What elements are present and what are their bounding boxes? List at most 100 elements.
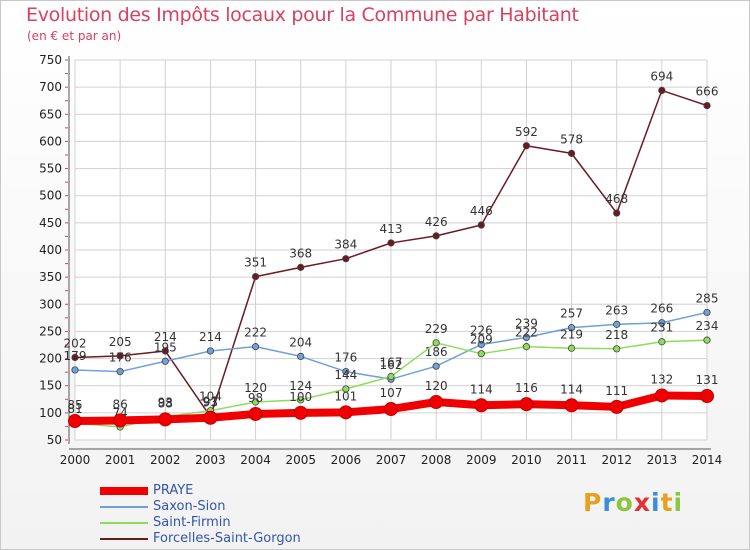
- data-label-praye: 91: [203, 395, 218, 409]
- data-point-praye: [429, 395, 444, 409]
- legend-swatch: [100, 522, 148, 524]
- x-tick-label: 2005: [285, 453, 316, 467]
- data-label-praye: 116: [515, 381, 538, 395]
- y-tick-label: 700: [39, 80, 62, 94]
- data-point-praye: [293, 405, 308, 420]
- data-label-praye: 86: [113, 397, 128, 411]
- data-label-saint-firmin: 81: [67, 402, 82, 416]
- data-label-praye: 120: [425, 379, 448, 393]
- chart-subtitle: (en € et par an): [27, 29, 122, 43]
- data-point-praye: [564, 398, 579, 413]
- x-tick-label: 2000: [60, 453, 91, 467]
- data-label-saxon-sion: 263: [605, 303, 628, 317]
- logo-letter: P: [583, 488, 603, 517]
- y-tick-label: 450: [39, 216, 62, 230]
- data-label-forcelles-saint-gorgon: 93: [203, 396, 218, 410]
- x-tick-label: 2014: [692, 453, 723, 467]
- data-label-saxon-sion: 239: [515, 316, 538, 330]
- logo-letter: r: [602, 488, 616, 517]
- data-point-forcelles-saint-gorgon: [613, 209, 621, 217]
- data-label-saxon-sion: 257: [560, 307, 583, 321]
- data-label-saint-firmin: 222: [515, 326, 538, 340]
- data-point-saxon-sion: [71, 366, 79, 374]
- data-point-praye: [68, 414, 82, 428]
- data-point-saint-firmin: [251, 398, 260, 406]
- data-label-praye: 111: [605, 384, 628, 398]
- legend-label: Saxon-Sion: [153, 499, 226, 514]
- x-tick-label: 2010: [511, 453, 542, 467]
- x-tick-label: 2012: [601, 453, 632, 467]
- x-tick-label: 2006: [331, 453, 362, 467]
- logo-letter: o: [615, 488, 634, 517]
- data-point-saint-firmin: [613, 345, 621, 353]
- data-label-praye: 132: [650, 372, 673, 386]
- data-label-forcelles-saint-gorgon: 351: [244, 256, 267, 270]
- data-point-forcelles-saint-gorgon: [116, 352, 124, 360]
- data-point-praye: [248, 406, 263, 421]
- chart-title: Evolution des Impôts locaux pour la Comm…: [26, 4, 579, 26]
- data-point-saxon-sion: [161, 357, 169, 365]
- y-tick-label: 150: [39, 379, 62, 393]
- data-label-praye: 88: [158, 396, 173, 410]
- data-label-forcelles-saint-gorgon: 446: [470, 204, 493, 218]
- data-label-saint-firmin: 104: [199, 390, 222, 404]
- data-point-forcelles-saint-gorgon: [658, 86, 666, 95]
- data-label-saxon-sion: 222: [244, 326, 267, 340]
- data-label-forcelles-saint-gorgon: 666: [696, 85, 719, 99]
- data-point-forcelles-saint-gorgon: [477, 221, 485, 229]
- data-point-praye: [654, 388, 669, 403]
- data-point-forcelles-saint-gorgon: [161, 347, 169, 355]
- data-point-forcelles-saint-gorgon: [703, 102, 711, 110]
- data-point-saxon-sion: [658, 319, 666, 327]
- x-tick-label: 2007: [376, 453, 407, 467]
- data-label-saint-firmin: 218: [605, 328, 628, 342]
- logo-letter: i: [651, 488, 661, 517]
- data-label-saint-firmin: 219: [560, 327, 583, 341]
- data-point-praye: [519, 397, 534, 412]
- data-label-praye: 114: [560, 382, 583, 396]
- y-tick-label: 100: [39, 406, 62, 420]
- data-label-praye: 85: [67, 398, 82, 412]
- data-point-forcelles-saint-gorgon: [387, 239, 395, 247]
- y-tick-label: 200: [39, 352, 62, 366]
- data-label-saint-firmin: 124: [289, 379, 312, 393]
- data-label-forcelles-saint-gorgon: 205: [109, 335, 132, 349]
- legend-label: Saint-Firmin: [153, 515, 231, 530]
- data-point-saxon-sion: [206, 347, 215, 355]
- data-point-saxon-sion: [703, 308, 711, 317]
- data-label-praye: 101: [334, 389, 357, 403]
- data-label-saxon-sion: 226: [470, 323, 493, 337]
- data-point-forcelles-saint-gorgon: [297, 263, 305, 271]
- data-label-saint-firmin: 144: [334, 368, 357, 382]
- x-tick-label: 2013: [647, 453, 678, 467]
- legend-swatch: [100, 506, 148, 508]
- data-label-saxon-sion: 195: [154, 340, 177, 354]
- logo-letter: i: [673, 488, 684, 517]
- proxiti-logo: Proxiti: [583, 488, 683, 517]
- data-label-saxon-sion: 179: [64, 349, 87, 363]
- data-point-saint-firmin: [477, 350, 485, 358]
- legend-swatch: [100, 538, 148, 540]
- data-point-praye: [113, 413, 128, 428]
- data-point-forcelles-saint-gorgon: [71, 353, 79, 362]
- data-point-praye: [338, 405, 353, 420]
- data-label-saxon-sion: 162: [380, 358, 403, 372]
- data-point-saint-firmin: [703, 336, 711, 344]
- x-tick-label: 2009: [466, 453, 497, 467]
- y-tick-label: 400: [39, 243, 62, 257]
- data-label-forcelles-saint-gorgon: 202: [64, 336, 87, 350]
- data-point-praye: [384, 402, 398, 417]
- data-point-saxon-sion: [116, 367, 124, 376]
- data-label-praye: 100: [289, 390, 312, 404]
- y-tick-label: 750: [39, 53, 62, 67]
- data-label-forcelles-saint-gorgon: 694: [650, 69, 673, 83]
- data-label-saxon-sion: 285: [696, 291, 719, 305]
- data-point-praye: [700, 389, 714, 404]
- x-tick-label: 2011: [556, 453, 587, 467]
- y-tick-label: 550: [39, 162, 62, 176]
- data-point-forcelles-saint-gorgon: [522, 142, 531, 150]
- data-point-saint-firmin: [432, 339, 440, 347]
- data-label-saint-firmin: 93: [158, 396, 173, 410]
- data-label-forcelles-saint-gorgon: 368: [289, 246, 312, 260]
